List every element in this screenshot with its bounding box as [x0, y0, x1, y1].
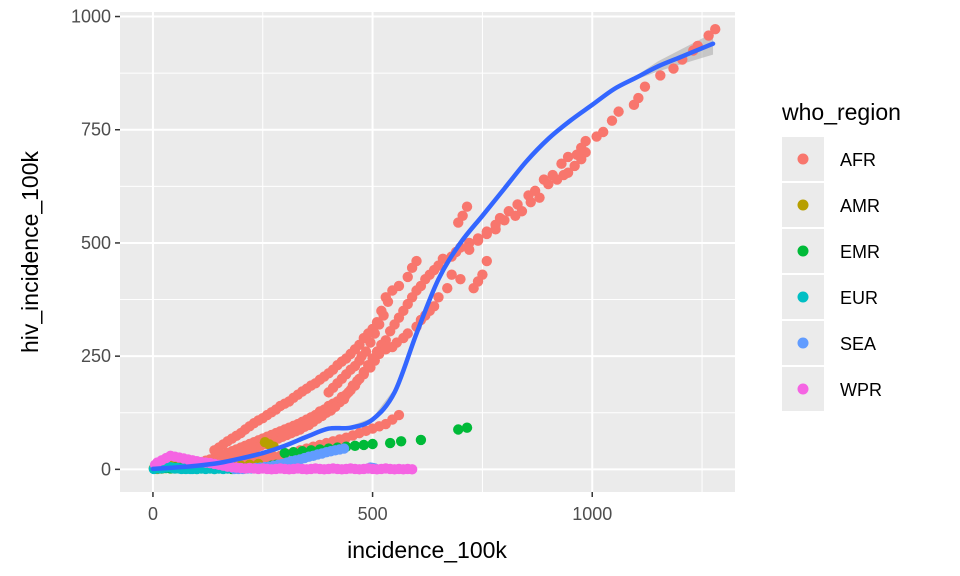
x-tick-label: 1000 — [572, 504, 612, 524]
data-point — [358, 369, 370, 380]
data-point — [365, 337, 376, 348]
y-axis-title: hiv_incidence_100k — [17, 150, 43, 353]
data-point — [543, 178, 554, 190]
y-tick-label: 1000 — [71, 7, 111, 27]
data-point — [562, 151, 574, 163]
data-point — [373, 319, 385, 330]
data-point — [639, 81, 651, 92]
legend-item-afr: AFR — [782, 137, 876, 181]
data-point — [655, 70, 666, 81]
data-point — [556, 158, 567, 169]
data-point — [461, 201, 473, 212]
data-point — [703, 30, 714, 41]
data-point — [628, 99, 640, 111]
data-point — [209, 445, 220, 456]
x-tick-label: 0 — [148, 504, 158, 524]
data-point — [481, 255, 493, 267]
data-point — [606, 115, 618, 126]
data-point — [668, 63, 679, 74]
data-point — [525, 196, 536, 208]
legend-marker — [797, 199, 809, 211]
data-point — [384, 326, 396, 337]
series-wpr — [149, 450, 418, 475]
data-point — [576, 153, 587, 165]
legend-marker — [797, 383, 809, 395]
trend-line — [150, 41, 716, 472]
data-point — [710, 24, 721, 35]
data-point — [499, 215, 510, 226]
data-point — [279, 447, 290, 459]
data-point — [461, 422, 473, 433]
legend-item-amr: AMR — [782, 183, 880, 227]
data-point — [534, 192, 545, 203]
data-point — [472, 233, 484, 244]
data-point — [591, 131, 602, 142]
y-tick-label: 750 — [81, 120, 111, 140]
data-point — [569, 160, 580, 172]
legend-label: AMR — [840, 196, 880, 216]
x-axis-title: incidence_100k — [347, 537, 507, 563]
grid-minor — [120, 12, 735, 492]
legend-marker — [797, 245, 809, 257]
data-point — [358, 439, 370, 451]
legend-item-eur: EUR — [782, 275, 878, 319]
data-point — [406, 262, 418, 274]
legend-label: AFR — [840, 150, 876, 170]
legend-item-emr: EMR — [782, 229, 880, 273]
data-point — [378, 310, 389, 321]
x-tick-label: 500 — [358, 504, 388, 524]
legend: who_region AFR AMR EMR EUR SEA WPR — [781, 99, 901, 411]
legend-label: EMR — [840, 242, 880, 262]
data-point — [369, 328, 380, 339]
data-point — [395, 436, 407, 447]
data-point — [367, 438, 378, 450]
data-point — [384, 437, 396, 449]
legend-label: WPR — [840, 380, 882, 400]
smooth-trend-line — [150, 41, 716, 472]
legend-marker — [797, 337, 809, 349]
legend-marker — [797, 291, 809, 303]
data-point — [455, 273, 466, 285]
data-point — [613, 106, 624, 117]
data-point — [453, 217, 464, 228]
data-point — [349, 440, 361, 452]
plot-panel — [120, 12, 735, 492]
data-point — [446, 269, 457, 280]
data-point — [433, 292, 444, 303]
data-point — [453, 424, 464, 435]
legend-label: SEA — [840, 334, 876, 354]
data-point — [468, 283, 479, 294]
data-point — [382, 296, 394, 308]
data-point — [442, 283, 453, 294]
data-point — [323, 387, 334, 398]
data-point — [288, 446, 299, 458]
data-point — [387, 285, 398, 296]
y-tick-label: 0 — [101, 459, 111, 479]
y-tick-label: 500 — [81, 233, 111, 253]
x-axis-ticks: 0 500 1000 — [148, 492, 612, 524]
data-point — [510, 210, 521, 221]
data-point — [464, 237, 475, 249]
data-point — [551, 174, 563, 185]
legend-item-sea: SEA — [782, 321, 876, 365]
data-point — [365, 362, 376, 373]
y-axis-ticks: 0 250 500 750 1000 — [71, 7, 120, 479]
legend-title: who_region — [781, 99, 901, 125]
legend-marker — [797, 153, 809, 165]
data-point — [490, 224, 501, 235]
legend-item-wpr: WPR — [782, 367, 882, 411]
legend-label: EUR — [840, 288, 878, 308]
data-point — [481, 228, 493, 240]
y-tick-label: 250 — [81, 346, 111, 366]
data-point — [402, 271, 413, 283]
data-point — [415, 434, 427, 446]
